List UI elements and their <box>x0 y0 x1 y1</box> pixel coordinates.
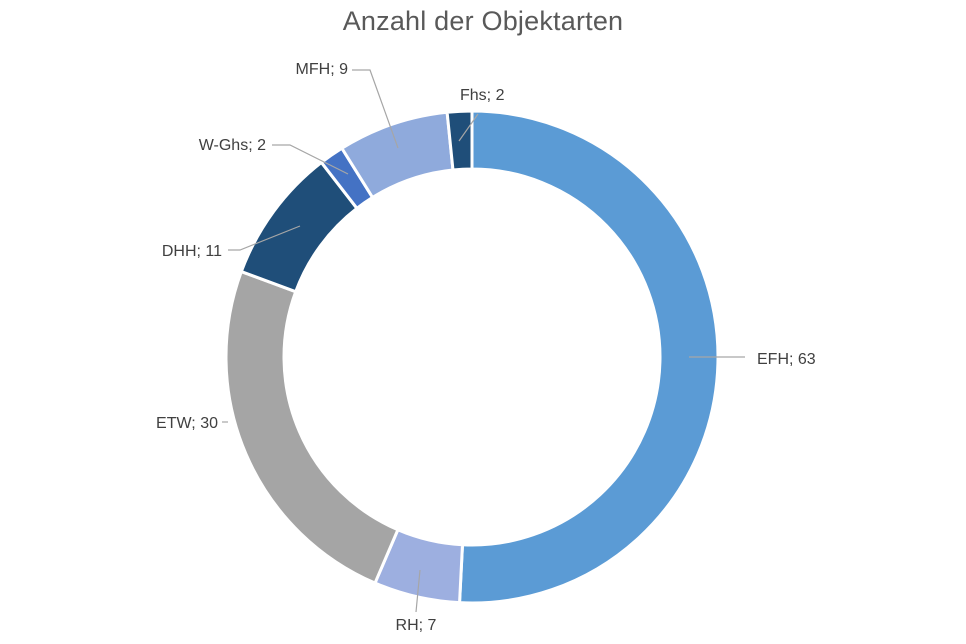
slice-etw <box>224 269 400 586</box>
leader-line <box>272 144 349 175</box>
leader-line <box>352 69 399 149</box>
leader-line <box>228 225 301 251</box>
data-labels: EFH; 63 RH; 7 ETW; 30 DHH; 11 W-Ghs; 2 MFH; 9… <box>156 61 816 634</box>
data-label: RH; 7 <box>396 617 437 634</box>
leader-line <box>415 569 421 613</box>
data-label: W-Ghs; 2 <box>199 137 266 154</box>
chart-title: Anzahl der Objektarten <box>342 6 624 36</box>
data-label: MFH; 9 <box>296 61 349 78</box>
leader-line <box>458 113 479 142</box>
data-label: Fhs; 2 <box>460 87 505 104</box>
data-label: ETW; 30 <box>156 415 218 432</box>
leader-lines <box>222 69 745 613</box>
data-label: DHH; 11 <box>162 243 222 260</box>
data-label: EFH; 63 <box>757 351 816 368</box>
slice-efh <box>457 109 720 605</box>
slices-layer <box>224 109 720 605</box>
